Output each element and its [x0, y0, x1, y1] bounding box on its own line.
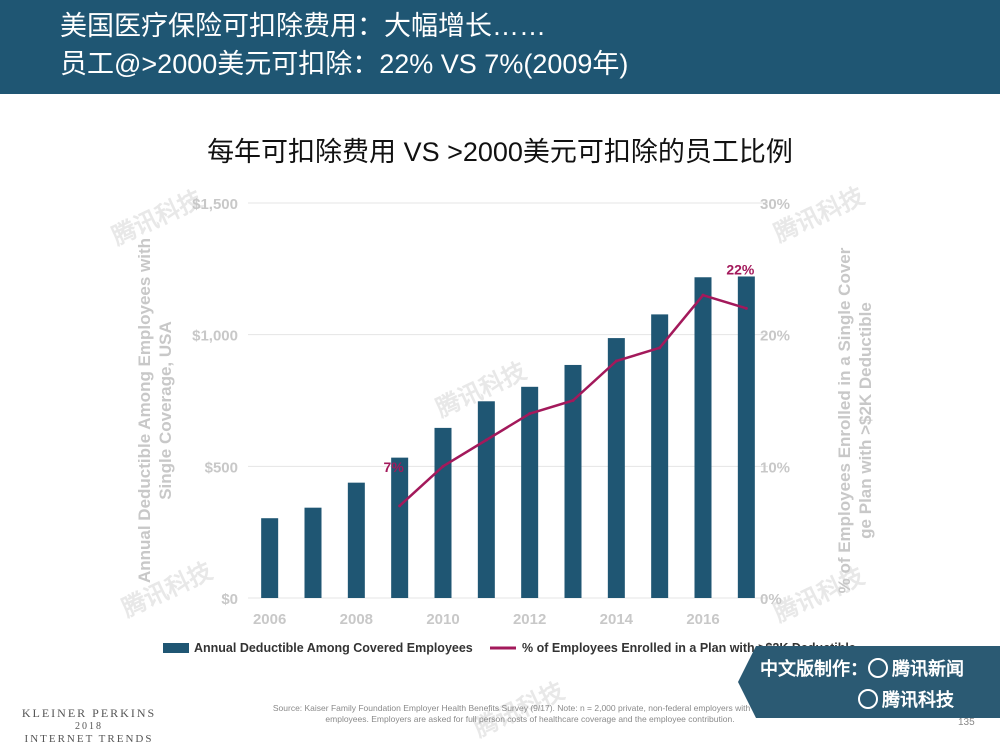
line-point	[484, 438, 488, 442]
y-right-tick-label: 10%	[760, 459, 790, 476]
badge-row-2: 腾讯科技	[858, 686, 954, 712]
badge-row-1: 中文版制作： 腾讯新闻	[760, 655, 964, 681]
data-label: 22%	[726, 261, 755, 277]
translation-badge: 中文版制作： 腾讯新闻 腾讯科技	[738, 646, 1000, 718]
slide-header: 美国医疗保险可扣除费用：大幅增长…… 员工@>2000美元可扣除：22% VS …	[0, 0, 1000, 94]
line-point	[701, 293, 705, 297]
x-tick-label: 2012	[513, 611, 546, 628]
x-tick-label: 2008	[340, 611, 373, 628]
line-point	[441, 464, 445, 468]
bar	[261, 518, 279, 598]
page-number: 135	[958, 717, 975, 728]
y-right-tick-label: 30%	[760, 196, 790, 213]
badge-brand-news: 腾讯新闻	[892, 659, 964, 679]
badge-brand-tech: 腾讯科技	[882, 690, 954, 710]
y-left-tick-label: $0	[221, 591, 238, 608]
y-left-tick-label: $500	[205, 459, 238, 476]
bar	[391, 457, 409, 598]
bar	[477, 401, 495, 598]
badge-label: 中文版制作：	[760, 659, 868, 679]
line-point	[658, 346, 662, 350]
y-left-tick-label: $1,000	[192, 328, 238, 345]
x-tick-label: 2010	[426, 611, 459, 628]
kp-logo-line-3: INTERNET TRENDS	[24, 733, 154, 745]
y-left-axis-title-line-2: Single Coverage, USA	[156, 321, 175, 500]
kp-logo-line-1: KLEINER PERKINS	[21, 706, 157, 720]
tencent-logo-icon	[858, 689, 878, 709]
y-right-tick-label: 20%	[760, 328, 790, 345]
bar	[347, 482, 365, 598]
kp-logo-line-2: 2018	[75, 721, 103, 732]
x-tick-label: 2014	[600, 611, 634, 628]
y-left-axis-title: Annual Deductible Among Employees with	[135, 238, 154, 583]
line-point	[528, 412, 532, 416]
bar	[737, 276, 755, 598]
tencent-logo-icon	[868, 658, 888, 678]
line-point	[571, 399, 575, 402]
bar	[694, 277, 712, 598]
bar	[651, 314, 669, 598]
line-point	[744, 306, 748, 310]
line-point	[398, 504, 402, 508]
legend-label-bar: Annual Deductible Among Covered Employee…	[194, 641, 473, 655]
bar	[304, 507, 322, 598]
x-tick-label: 2006	[253, 611, 286, 628]
bar	[564, 364, 582, 598]
chart-title: 每年可扣除费用 VS >2000美元可扣除的员工比例	[207, 137, 793, 167]
y-left-tick-label: $1,500	[192, 196, 238, 213]
y-right-tick-label: 0%	[760, 591, 782, 608]
x-tick-label: 2016	[686, 611, 719, 628]
legend-swatch-bar	[163, 643, 189, 653]
data-label: 7%	[384, 459, 405, 475]
bar	[607, 338, 625, 598]
source-note: Source: Kaiser Family Foundation Employe…	[272, 703, 788, 724]
bar	[434, 427, 452, 598]
bar	[521, 386, 539, 598]
y-right-axis-title-line-2: ge Plan with >$2K Deductible	[856, 302, 875, 539]
header-title-line-2: 员工@>2000美元可扣除：22% VS 7%(2009年)	[60, 49, 629, 79]
header-title-line-1: 美国医疗保险可扣除费用：大幅增长……	[60, 11, 546, 41]
line-point	[614, 359, 618, 363]
y-right-axis-title: % of Employees Enrolled in a Single Cove…	[835, 247, 854, 593]
